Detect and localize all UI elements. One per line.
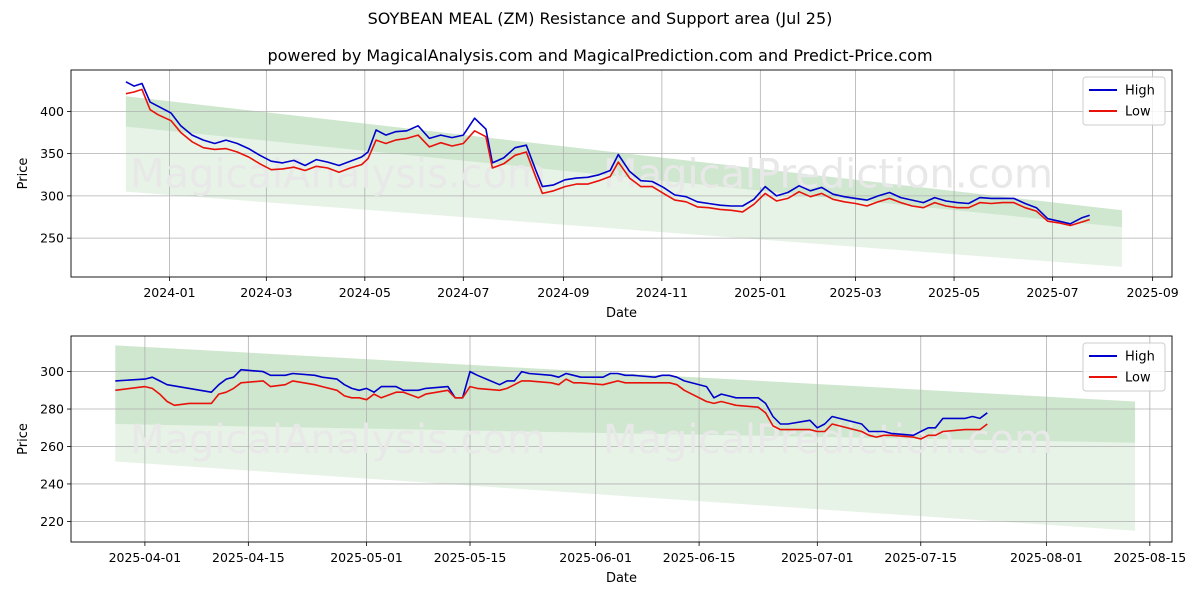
panel2-x-tick-label: 2025-07-15: [884, 550, 957, 565]
panel1-x-tick-label: 2025-09: [1127, 285, 1179, 300]
panel1-plot-frame: [70, 69, 1173, 278]
panel1-x-tick-label: 2025-07: [1026, 285, 1078, 300]
panel2-x-tick-label: 2025-05-01: [330, 550, 403, 565]
panel2-y-tick-label: 240: [40, 476, 64, 491]
panel2-y-tick-label: 300: [40, 364, 64, 379]
panel2-x-axis-label: Date: [606, 571, 637, 586]
panel2-legend-label-low: Low: [1125, 371, 1151, 386]
panel2-x-tick-label: 2025-08-15: [1114, 550, 1187, 565]
panel1-x-tick-label: 2024-11: [636, 285, 688, 300]
panel1-legend-label-high: High: [1125, 84, 1155, 99]
chart-subtitle: powered by MagicalAnalysis.com and Magic…: [267, 46, 933, 65]
panel2-y-tick-label: 260: [40, 439, 64, 454]
panel1-watermark-right: MagicalPrediction.com: [603, 152, 1053, 198]
panel2-support-band: [115, 424, 1136, 531]
panel1-x-tick-label: 2024-09: [537, 285, 589, 300]
panel2-series-low-line: [115, 378, 988, 440]
panel1-x-tick-label: 2024-07: [437, 285, 489, 300]
panel2-y-tick-label: 220: [40, 514, 64, 529]
panel1-x-tick-label: 2024-03: [240, 285, 292, 300]
panel2-series-high-line: [115, 368, 988, 437]
panel2-x-tick-label: 2025-06-15: [663, 550, 736, 565]
panel1-x-tick-label: 2025-03: [829, 285, 881, 300]
chart-title: SOYBEAN MEAL (ZM) Resistance and Support…: [367, 9, 833, 28]
panel1-resistance-band: [125, 96, 1122, 228]
panel2-x-tick-label: 2025-04-15: [212, 550, 285, 565]
panel1-y-tick-label: 350: [40, 146, 64, 161]
panel1-y-tick-label: 400: [40, 104, 64, 119]
panel2-x-tick-label: 2025-06-01: [559, 550, 632, 565]
panel2-x-tick-label: 2025-08-01: [1010, 550, 1083, 565]
panel2-y-axis-label: Price: [16, 423, 31, 455]
panel1-legend-label-low: Low: [1125, 105, 1151, 120]
panel2-resistance-band: [115, 345, 1136, 443]
panel1-x-tick-label: 2025-01: [734, 285, 786, 300]
panel1-support-band: [125, 126, 1122, 267]
panel2-legend-label-high: High: [1125, 350, 1155, 365]
panel1-legend: [1082, 76, 1166, 126]
panel1-y-axis-label: Price: [16, 158, 31, 190]
panel1-series-low-line: [125, 88, 1090, 227]
panel2-x-tick-label: 2025-04-01: [109, 550, 182, 565]
panel1-x-axis-label: Date: [606, 306, 637, 321]
panel1-x-tick-label: 2024-01: [143, 285, 195, 300]
panel2-watermark-left: MagicalAnalysis.com: [130, 417, 546, 463]
panel2-y-tick-label: 280: [40, 402, 64, 417]
panel2-x-tick-label: 2025-05-15: [434, 550, 507, 565]
panel1-watermark-left: MagicalAnalysis.com: [130, 152, 546, 198]
panel1-x-tick-label: 2025-05: [928, 285, 980, 300]
panel1-y-tick-label: 250: [40, 231, 64, 246]
panel2-x-tick-label: 2025-07-01: [781, 550, 854, 565]
panel1-x-tick-label: 2024-05: [339, 285, 391, 300]
panel1-y-tick-label: 300: [40, 188, 64, 203]
panel1-series-high-line: [125, 81, 1090, 225]
panel2-legend: [1082, 342, 1166, 392]
panel2-plot-frame: [70, 335, 1173, 543]
panel2-watermark-right: MagicalPrediction.com: [603, 417, 1053, 463]
